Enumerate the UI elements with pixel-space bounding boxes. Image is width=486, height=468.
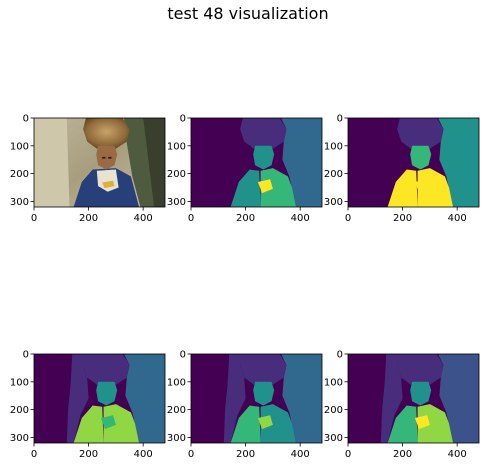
segmentation-5-panel: 0 200 400 0 100 200 300 <box>324 350 480 460</box>
segment-face <box>96 381 118 406</box>
segment-hat <box>397 118 444 149</box>
right-eye <box>108 156 112 159</box>
y-tick-label: 100 <box>10 377 29 388</box>
segment-torso-left <box>387 169 418 207</box>
y-tick-label: 0 <box>180 350 186 361</box>
y-tick-label: 0 <box>337 350 343 361</box>
x-tick-label: 0 <box>188 449 194 460</box>
rock-wall <box>34 118 70 207</box>
y-tick-label: 300 <box>324 433 343 444</box>
x-tick-label: 400 <box>291 449 310 460</box>
axes-frame <box>347 353 480 444</box>
x-tick-label: 200 <box>393 449 412 460</box>
y-tick-label: 100 <box>10 141 29 152</box>
x-tick-label: 200 <box>79 213 98 224</box>
segment-face <box>253 381 275 406</box>
segmentation-1-panel: 0 200 400 0 100 200 300 <box>167 114 323 224</box>
segment-shirt <box>414 415 430 430</box>
x-tick-label: 400 <box>448 449 467 460</box>
fur-hat <box>83 118 130 149</box>
axes-frame <box>33 117 166 208</box>
axes-frame <box>33 353 166 444</box>
segment-shirt <box>257 179 273 194</box>
segment-right-background <box>124 354 165 443</box>
segment-torso-right <box>417 404 454 443</box>
segment-hat <box>397 354 444 385</box>
segment-left-strip <box>66 354 89 443</box>
segment-right-background <box>281 354 322 443</box>
y-tick-label: 100 <box>324 141 343 152</box>
segment-hat <box>240 354 287 385</box>
segment-shirt <box>257 415 273 430</box>
segment-torso-left <box>387 405 418 443</box>
segmentation-3-panel: 0 200 400 0 100 200 300 <box>10 350 166 460</box>
segment-right-background <box>438 354 479 443</box>
segment-left-strip <box>380 118 403 207</box>
segment-face <box>253 145 275 170</box>
segment-shirt <box>414 179 430 194</box>
x-tick-label: 0 <box>188 213 194 224</box>
y-tick-label: 100 <box>167 141 186 152</box>
x-tick-label: 200 <box>236 449 255 460</box>
figure-title: test 48 visualization <box>167 4 329 23</box>
x-tick-label: 200 <box>236 213 255 224</box>
y-tick-label: 200 <box>167 169 186 180</box>
y-tick-label: 200 <box>10 405 29 416</box>
segment-right-background <box>281 118 322 207</box>
face <box>96 145 118 170</box>
y-tick-label: 100 <box>167 377 186 388</box>
y-tick-label: 300 <box>167 433 186 444</box>
y-tick-label: 0 <box>23 114 29 125</box>
y-tick-label: 100 <box>324 377 343 388</box>
segmentation-2-panel: 0 200 400 0 100 200 300 <box>324 114 480 224</box>
x-tick-label: 400 <box>134 449 153 460</box>
segment-face <box>410 145 432 170</box>
y-tick-label: 0 <box>337 114 343 125</box>
y-tick-label: 300 <box>10 197 29 208</box>
x-tick-label: 400 <box>134 213 153 224</box>
segment-right-background <box>438 118 479 207</box>
x-tick-label: 400 <box>291 213 310 224</box>
segment-left-strip <box>223 118 246 207</box>
yellow-collar <box>102 180 115 189</box>
segment-torso-right <box>417 168 454 207</box>
x-tick-label: 0 <box>31 213 37 224</box>
segment-torso-left <box>230 169 261 207</box>
y-tick-label: 200 <box>324 169 343 180</box>
y-tick-label: 200 <box>324 405 343 416</box>
segment-torso-right <box>260 168 297 207</box>
axes-frame <box>347 117 480 208</box>
x-tick-label: 0 <box>345 213 351 224</box>
right-shadow <box>143 118 165 207</box>
segment-hat <box>83 354 130 385</box>
x-tick-label: 400 <box>448 213 467 224</box>
segment-torso-left <box>73 405 104 443</box>
segment-shirt <box>100 415 116 430</box>
x-tick-label: 200 <box>393 213 412 224</box>
x-tick-label: 0 <box>31 449 37 460</box>
segment-left-strip <box>380 354 403 443</box>
x-tick-label: 200 <box>79 449 98 460</box>
segment-torso-right <box>103 404 140 443</box>
y-tick-label: 300 <box>10 433 29 444</box>
y-tick-label: 200 <box>10 169 29 180</box>
y-tick-label: 0 <box>180 114 186 125</box>
segment-face <box>410 381 432 406</box>
y-tick-label: 300 <box>324 197 343 208</box>
axes-frame <box>190 353 323 444</box>
left-eye <box>102 156 106 159</box>
x-tick-label: 0 <box>345 449 351 460</box>
y-tick-label: 300 <box>167 197 186 208</box>
axes-frame <box>190 117 323 208</box>
segmentation-4-panel: 0 200 400 0 100 200 300 <box>167 350 323 460</box>
y-tick-label: 200 <box>167 405 186 416</box>
segment-torso-right <box>260 404 297 443</box>
segment-left-strip <box>223 354 246 443</box>
original-photo-panel: 0 200 400 0 100 200 300 <box>10 114 166 224</box>
segment-hat <box>240 118 287 149</box>
y-tick-label: 0 <box>23 350 29 361</box>
segment-torso-left <box>230 405 261 443</box>
